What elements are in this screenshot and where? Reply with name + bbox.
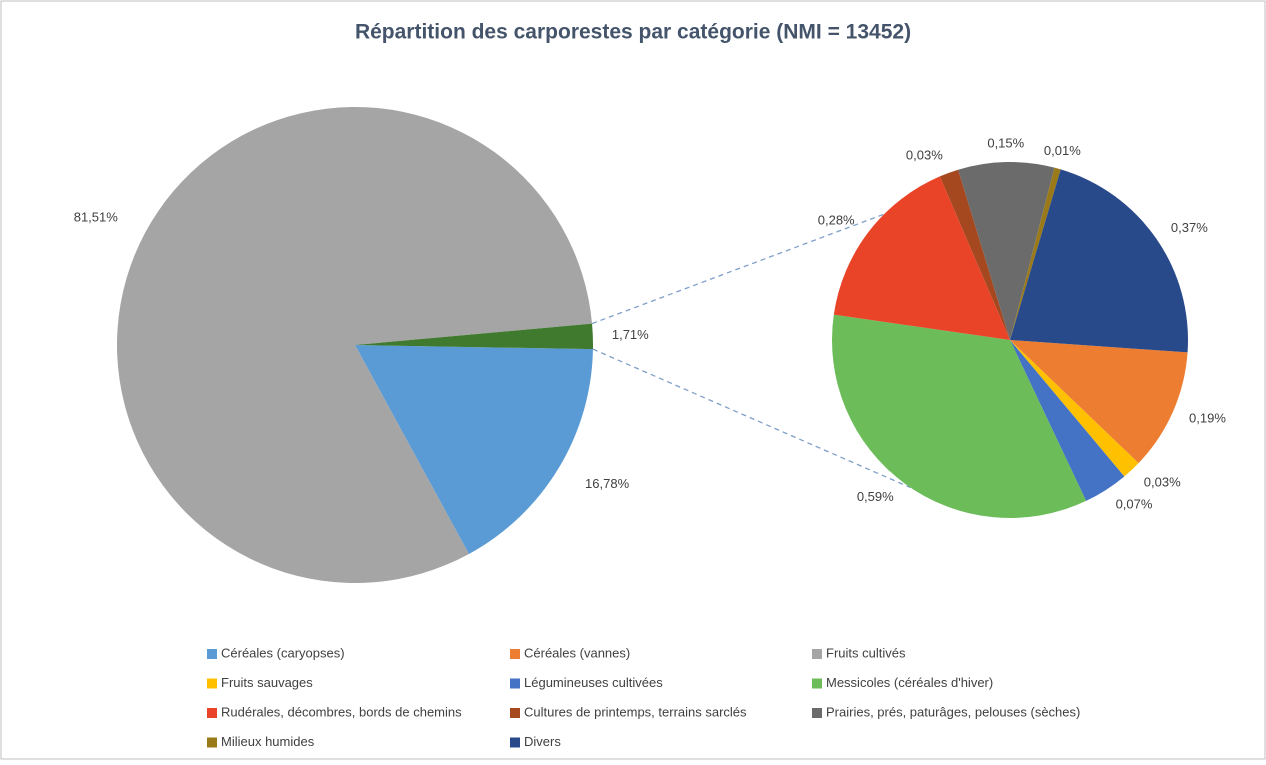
legend-swatch (207, 708, 217, 718)
data-label: 81,51% (74, 210, 119, 225)
pie-slice (832, 314, 1087, 518)
data-label: 0,01% (1044, 143, 1081, 158)
data-label: 0,19% (1189, 411, 1226, 426)
pie-slice (939, 169, 1010, 340)
pie-slice (355, 345, 593, 554)
legend-label: Légumineuses cultivées (524, 675, 663, 690)
pie-slice (1010, 340, 1139, 477)
pie-slice (1010, 340, 1188, 464)
pie-slice (117, 106, 593, 583)
pie-slice (1010, 167, 1061, 340)
connector-line (592, 348, 911, 489)
legend-swatch (812, 708, 822, 718)
legend-label: Messicoles (céréales d'hiver) (826, 675, 993, 690)
pie-slice (355, 323, 593, 350)
data-label: 0,28% (818, 212, 855, 227)
legend-swatch (510, 737, 520, 748)
legend-label: Rudérales, décombres, bords de chemins (221, 704, 462, 719)
data-label: 0,15% (987, 136, 1024, 151)
legend-label: Fruits sauvages (221, 675, 313, 690)
legend-label: Milieux humides (221, 734, 315, 749)
legend-swatch (812, 649, 822, 659)
legend-swatch (510, 708, 520, 718)
data-label: 0,03% (906, 148, 943, 163)
pie-slice (833, 176, 1010, 340)
data-label: 0,37% (1171, 220, 1208, 235)
pie-slice (1010, 340, 1125, 501)
data-label: 16,78% (585, 476, 630, 491)
legend-label: Fruits cultivés (826, 645, 906, 660)
legend-swatch (812, 678, 822, 689)
legend-label: Cultures de printemps, terrains sarclés (524, 704, 747, 719)
pie-slice (1010, 169, 1188, 353)
chart-title: Répartition des carporestes par catégori… (355, 21, 911, 44)
legend-swatch (207, 678, 217, 689)
data-label: 0,03% (1144, 474, 1181, 489)
connector-line (591, 213, 885, 325)
data-label: 0,07% (1116, 496, 1153, 511)
legend-label: Céréales (caryopses) (221, 645, 345, 660)
data-label: 0,59% (857, 489, 894, 504)
legend-swatch (207, 649, 217, 659)
legend-swatch (510, 678, 520, 689)
legend-label: Divers (524, 734, 561, 749)
legend-swatch (207, 737, 217, 748)
legend-label: Prairies, prés, paturâges, pelouses (sèc… (826, 704, 1080, 719)
legend-label: Céréales (vannes) (524, 645, 630, 660)
data-label: 1,71% (612, 327, 649, 342)
pie-slice (958, 161, 1055, 340)
legend-swatch (510, 649, 520, 659)
